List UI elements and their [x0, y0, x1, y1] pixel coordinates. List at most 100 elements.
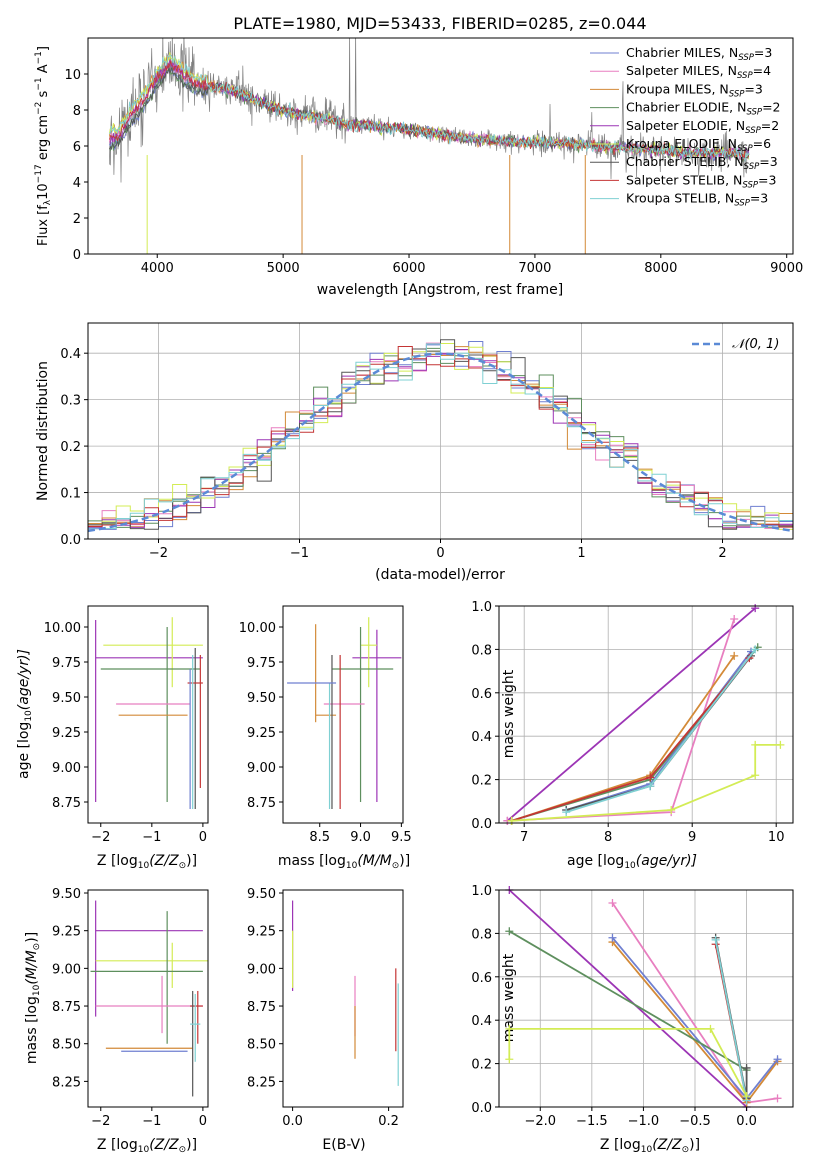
mZ-xlabel-sub: 10 — [138, 1145, 150, 1155]
legend-label: 𝒩(0, 1) — [732, 337, 779, 352]
data-point-marker — [505, 1024, 514, 1033]
axes-frame — [498, 889, 794, 1108]
histogram-step — [88, 343, 793, 529]
y-tick-label: 8.50 — [247, 1038, 276, 1053]
y-tick-label: 9.25 — [52, 726, 81, 741]
spectrum-ylabel-part: ] — [36, 46, 51, 51]
legend-label-sub: SSP — [734, 199, 750, 209]
y-tick-label: 0.4 — [471, 730, 492, 745]
data-point-marker — [751, 645, 760, 654]
ageM-xlabel-sub: 10 — [346, 861, 358, 871]
y-tick-label: 0 — [73, 248, 81, 263]
mass-vs-metallicity-panel: Z [log10(Z/Z⊙)] mass [log10(M/M⊙)] −2 −1 0… — [24, 887, 209, 1155]
spectrum-ylabel-exp: −17 — [34, 164, 44, 183]
spectrum-ylabel-part: s — [36, 90, 51, 101]
data-point-marker — [507, 816, 516, 825]
legend-label: Chabrier MILES, NSSP=3 — [626, 45, 772, 63]
spectrum-ylabel-part: 10 — [36, 183, 51, 200]
mwZ-xlabel-sun: ⊙ — [682, 1145, 690, 1155]
mass-vs-ebv-panel: E(B-V) 0.0 0.2 8.25 8.50 8.75 9.00 9.25 9.50 — [247, 887, 404, 1153]
legend-label-part: Chabrier MILES, N — [626, 45, 738, 60]
x-tick-label: 4000 — [141, 261, 174, 276]
ageZ-xlabel-sub: 10 — [138, 861, 150, 871]
ageM-xlabel-part: (M/M — [357, 853, 391, 869]
mwA-xlabel-part: (age/yr)] — [636, 853, 697, 869]
y-tick-label: 8.50 — [52, 1038, 81, 1053]
legend-label: Salpeter MILES, NSSP=4 — [626, 63, 771, 81]
massweight-vs-age-panel: age [log10(age/yr)] mass weight 7 8 9 100.0… — [471, 600, 794, 871]
spectrum-panel: PLATE=1980, MJD=53433, FIBERID=0285, z=0… — [34, 14, 803, 298]
x-tick-label: −1.5 — [576, 1114, 608, 1129]
ageZ-xlabel-part: )] — [186, 853, 197, 869]
y-tick-label: 9.25 — [247, 925, 276, 940]
data-point-marker — [608, 933, 617, 942]
x-tick-label: −2 — [91, 1114, 110, 1129]
x-tick-label: 0 — [199, 1114, 207, 1129]
x-tick-label: 0.0 — [736, 1114, 757, 1129]
data-point-marker — [776, 740, 785, 749]
residuals-xlabel: (data-model)/error — [375, 567, 505, 583]
legend-label-part: =3 — [750, 191, 768, 206]
x-tick-label: −1.0 — [628, 1114, 660, 1129]
legend-label-part: Salpeter ELODIE, N — [626, 118, 745, 133]
y-tick-label: 10.00 — [239, 621, 276, 636]
data-point-marker — [706, 1024, 715, 1033]
age-vs-mass-panel: mass [log10(M/M⊙)] 8.5 9.0 9.5 8.75 9.00 9.25… — [239, 605, 412, 871]
y-tick-label: 0.0 — [471, 817, 492, 832]
ageZ-xlabel-sun: ⊙ — [179, 861, 187, 871]
series-line — [511, 646, 759, 822]
legend-label-part: Kroupa MILES, N — [626, 81, 729, 96]
ageM-xlabel-part: )] — [399, 853, 410, 869]
ageZ-ylabel-part: (age/yr)] — [16, 649, 32, 710]
series-line — [506, 607, 756, 822]
legend-label-part: Kroupa ELODIE, N — [626, 136, 737, 151]
mZ-xlabel-part: (Z/Z — [149, 1137, 179, 1153]
normal-curve — [87, 352, 794, 533]
axes-frame — [87, 605, 209, 824]
legend-label: Kroupa ELODIE, NSSP=6 — [626, 136, 771, 154]
y-tick-label: 9.00 — [52, 761, 81, 776]
legend-label: Salpeter STELIB, NSSP=3 — [626, 172, 776, 190]
age-vs-metallicity-panel: Z [log10(Z/Z⊙)] age [log10(age/yr)] −2 −1… — [16, 605, 209, 871]
legend-label: Kroupa STELIB, NSSP=3 — [626, 191, 768, 209]
residuals-ylabel: Normed distribution — [35, 361, 51, 501]
mwZ-xlabel-part: Z [log — [600, 1137, 641, 1153]
spectrum-ylabel: Flux [fλ10−17 erg cm−2 s−1 A−1] — [34, 46, 53, 246]
x-tick-label: 9000 — [770, 261, 803, 276]
x-tick-label: −1 — [142, 830, 161, 845]
x-tick-label: 9.0 — [350, 830, 371, 845]
x-tick-label: 8000 — [644, 261, 677, 276]
data-point-marker — [646, 782, 655, 791]
y-tick-label: 9.75 — [247, 656, 276, 671]
x-tick-label: −1 — [290, 546, 309, 561]
data-point-marker — [711, 935, 720, 944]
y-tick-label: 9.50 — [52, 691, 81, 706]
legend-label-part: =2 — [761, 118, 779, 133]
y-tick-label: 8.75 — [247, 1000, 276, 1015]
y-tick-label: 0.6 — [471, 687, 492, 702]
legend-label-part: =3 — [754, 45, 772, 60]
data-point-marker — [773, 1094, 782, 1103]
legend-label-part: Salpeter STELIB, N — [626, 172, 742, 187]
y-tick-label: 8.25 — [247, 1075, 276, 1090]
mZ-ylabel-part: (M/M — [24, 950, 40, 984]
mE-xlabel: E(B-V) — [322, 1137, 365, 1153]
legend-label: Chabrier STELIB, NSSP=3 — [626, 154, 778, 172]
data-point-marker — [505, 1055, 514, 1064]
mwA-xlabel-sub: 10 — [624, 861, 636, 871]
x-tick-label: 0.2 — [378, 1114, 399, 1129]
mwZ-xlabel-part: (Z/Z — [652, 1137, 682, 1153]
legend-label-sub: SSP — [737, 144, 753, 154]
y-tick-label: 8.75 — [247, 796, 276, 811]
mwA-ylabel: mass weight — [501, 669, 517, 758]
x-tick-label: 9 — [688, 830, 696, 845]
y-tick-label: 0.2 — [471, 1058, 492, 1073]
y-tick-label: 0.2 — [60, 440, 81, 455]
x-tick-label: 6000 — [392, 261, 425, 276]
y-tick-label: 9.25 — [247, 726, 276, 741]
series-line — [565, 651, 752, 811]
legend-label-sub: SSP — [746, 108, 762, 118]
series-line — [565, 655, 752, 811]
x-tick-label: 7000 — [518, 261, 551, 276]
mZ-xlabel-part: Z [log — [97, 1137, 138, 1153]
